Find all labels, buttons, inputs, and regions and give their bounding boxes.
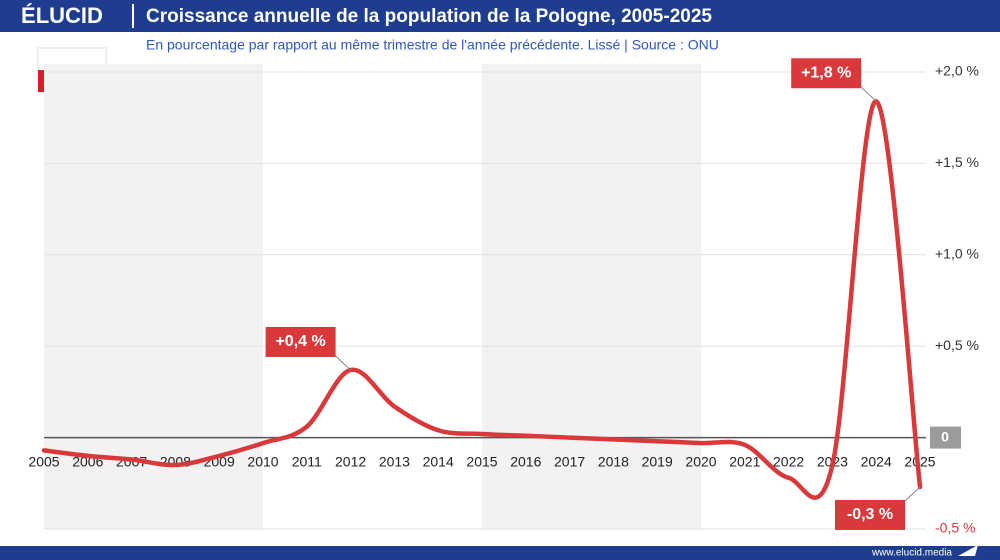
value-label: +0,4 % bbox=[275, 333, 325, 350]
zero-label-box bbox=[930, 426, 961, 449]
x-tick-label: 2021 bbox=[729, 454, 760, 470]
x-tick-label: 2022 bbox=[773, 454, 804, 470]
y-tick-label: +0,5 % bbox=[935, 337, 979, 353]
chart-title: Croissance annuelle de la population de … bbox=[146, 6, 712, 27]
x-tick-label: 2017 bbox=[554, 454, 585, 470]
x-tick-label: 2020 bbox=[685, 454, 716, 470]
y-tick-label: 0 bbox=[941, 428, 949, 444]
x-tick-label: 2014 bbox=[423, 454, 454, 470]
x-tick-label: 2015 bbox=[466, 454, 497, 470]
value-label-box bbox=[791, 58, 862, 89]
footer-icon bbox=[958, 545, 978, 556]
chart-subtitle: En pourcentage par rapport au même trime… bbox=[146, 37, 719, 53]
header-bar bbox=[0, 0, 1000, 32]
y-tick-label: +1,0 % bbox=[935, 246, 979, 262]
x-tick-label: 2025 bbox=[904, 454, 935, 470]
x-tick-label: 2013 bbox=[379, 454, 410, 470]
x-tick-label: 2010 bbox=[247, 454, 278, 470]
x-tick-label: 2016 bbox=[510, 454, 541, 470]
website: www.elucid.media bbox=[871, 548, 952, 559]
value-label: +1,8 % bbox=[801, 64, 851, 81]
value-label-box bbox=[265, 326, 336, 357]
brand-logo: ÉLUCID bbox=[21, 3, 103, 28]
x-tick-label: 2024 bbox=[861, 454, 892, 470]
value-label-box bbox=[835, 499, 905, 530]
shaded-band bbox=[44, 64, 263, 529]
shaded-band bbox=[482, 64, 701, 529]
y-tick-label: +2,0 % bbox=[935, 63, 979, 79]
value-label: -0,3 % bbox=[847, 506, 893, 523]
x-tick-label: 2005 bbox=[28, 454, 59, 470]
x-tick-label: 2011 bbox=[292, 454, 322, 470]
y-tick-label: -0,5 % bbox=[935, 520, 975, 536]
footer-bar bbox=[0, 546, 1000, 560]
data-line bbox=[41, 98, 923, 500]
x-tick-label: 2018 bbox=[598, 454, 629, 470]
plot: -0,5 %0+0,5 %+1,0 %+1,5 %+2,0 %2005 2006 2… bbox=[28, 58, 979, 536]
x-tick-label: 2019 bbox=[642, 454, 673, 470]
x-tick-label: 2012 bbox=[335, 454, 366, 470]
y-tick-label: +1,5 % bbox=[935, 154, 979, 170]
